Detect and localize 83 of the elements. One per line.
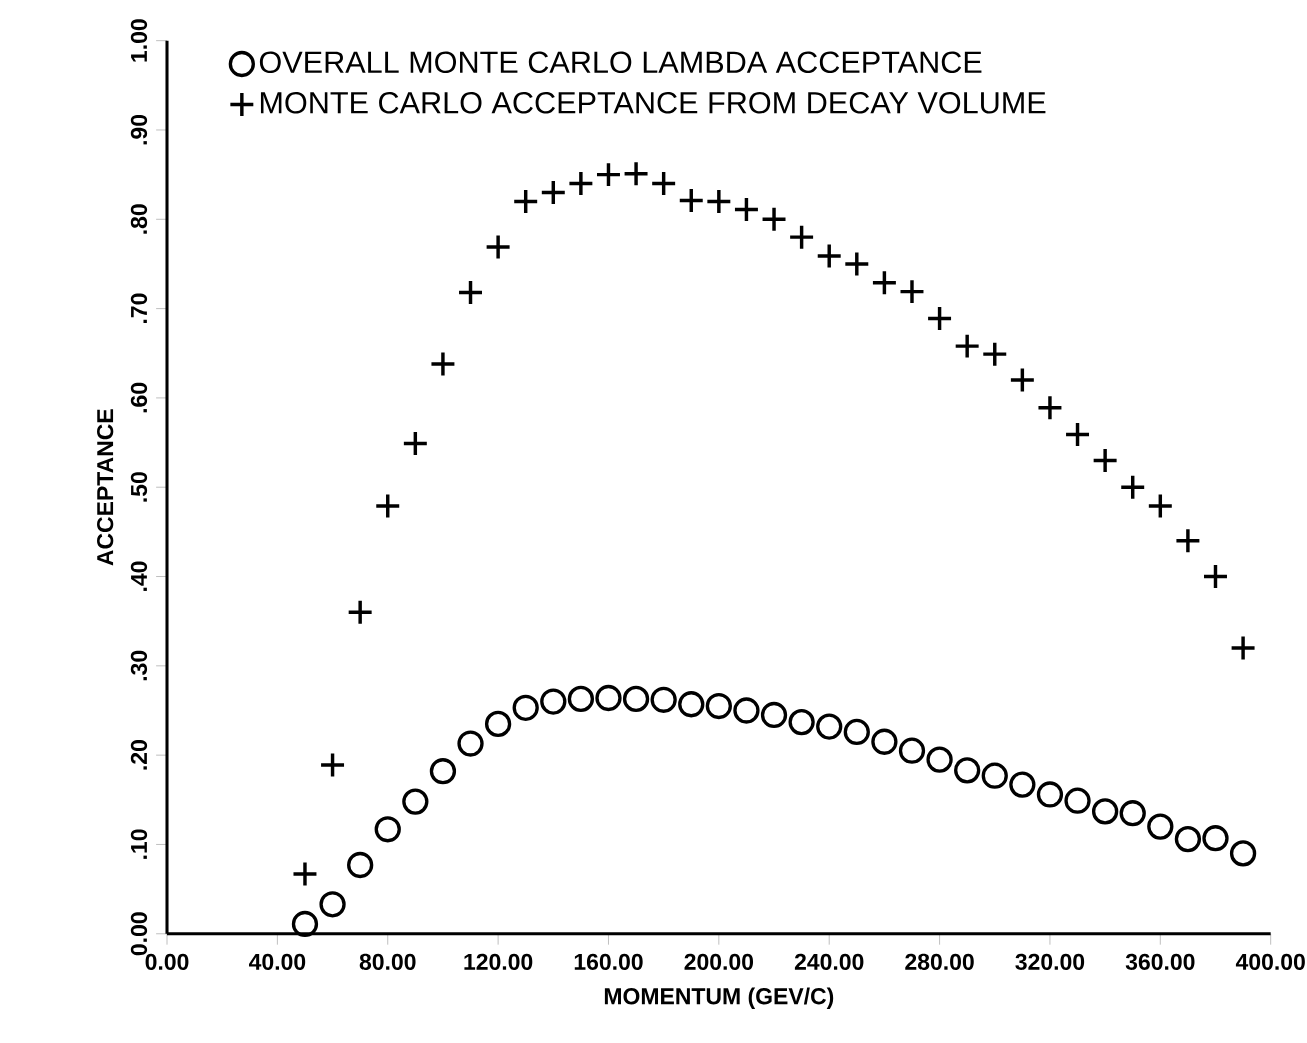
- point: [431, 352, 455, 376]
- y-tick-label: .30: [130, 650, 148, 681]
- y-tick-label: .50: [130, 472, 148, 502]
- x-tick-label: 120.00: [464, 953, 533, 971]
- point: [569, 172, 593, 196]
- point: [291, 910, 319, 938]
- point: [705, 693, 732, 720]
- point: [955, 334, 979, 358]
- point: [1176, 529, 1200, 553]
- point: [457, 730, 484, 757]
- point: [1010, 368, 1034, 392]
- point: [898, 737, 926, 764]
- legend-label: OVERALL MONTE CARLO LAMBDA ACCEPTANCE: [259, 51, 982, 74]
- point: [319, 891, 346, 918]
- point: [817, 244, 841, 268]
- point: [843, 718, 870, 746]
- point: [845, 252, 869, 276]
- point: [816, 713, 843, 740]
- point: [429, 758, 457, 785]
- y-tick-label: 1.00: [130, 19, 148, 62]
- point: [707, 190, 731, 214]
- point: [1121, 475, 1145, 499]
- point: [348, 600, 372, 624]
- point: [760, 701, 788, 729]
- point: [871, 728, 898, 756]
- x-tick-label: 40.00: [249, 953, 306, 971]
- point: [374, 816, 401, 843]
- x-tick-label: 400.00: [1235, 953, 1305, 971]
- point: [512, 694, 539, 722]
- y-tick-label: .70: [130, 293, 148, 324]
- point: [678, 691, 705, 718]
- point: [790, 225, 814, 249]
- point: [293, 862, 317, 886]
- y-tick-label: .60: [130, 383, 148, 413]
- point: [1064, 787, 1091, 814]
- y-tick-label: .20: [130, 740, 148, 770]
- point: [1202, 825, 1229, 852]
- x-tick-label: 80.00: [359, 953, 416, 971]
- point: [321, 753, 345, 777]
- point: [1091, 798, 1119, 825]
- x-tick-label: 320.00: [1015, 953, 1085, 971]
- point: [954, 757, 981, 784]
- point: [788, 709, 815, 736]
- point: [762, 207, 786, 231]
- x-tick-label: 280.00: [905, 953, 974, 971]
- point: [540, 688, 567, 715]
- x-tick-label: 200.00: [684, 953, 754, 971]
- point: [1147, 813, 1174, 840]
- y-axis-title: ACCEPTANCE: [97, 409, 114, 566]
- point: [900, 280, 924, 304]
- point: [1038, 396, 1062, 420]
- point: [567, 685, 595, 713]
- x-tick-label: 360.00: [1125, 953, 1195, 971]
- point: [376, 494, 400, 518]
- point: [622, 685, 650, 713]
- point: [347, 852, 374, 879]
- point: [1009, 771, 1036, 798]
- point: [1229, 840, 1257, 867]
- point: [1093, 449, 1117, 473]
- point: [650, 686, 677, 714]
- y-tick-label: .10: [130, 829, 148, 860]
- point: [733, 697, 760, 724]
- y-tick-label: .90: [130, 115, 148, 145]
- point: [926, 746, 953, 773]
- y-tick-label: .40: [130, 561, 148, 592]
- y-tick-label: .80: [130, 204, 148, 234]
- point: [484, 710, 512, 738]
- point: [1148, 494, 1172, 518]
- point: [1036, 781, 1064, 808]
- point: [1231, 636, 1255, 660]
- point: [983, 342, 1007, 366]
- point: [624, 162, 648, 186]
- legend-label: MONTE CARLO ACCEPTANCE FROM DECAY VOLUME: [260, 92, 1046, 114]
- point: [402, 788, 429, 815]
- x-tick-label: 160.00: [574, 953, 643, 971]
- x-tick-label: 240.00: [794, 953, 864, 971]
- point: [595, 685, 622, 712]
- point: [486, 235, 510, 259]
- point: [1119, 800, 1146, 827]
- point: [981, 762, 1008, 789]
- point: [1174, 826, 1202, 853]
- x-axis-title: MOMENTUM (GEV/C): [604, 987, 834, 1010]
- x-tick-label: 0.00: [145, 953, 189, 971]
